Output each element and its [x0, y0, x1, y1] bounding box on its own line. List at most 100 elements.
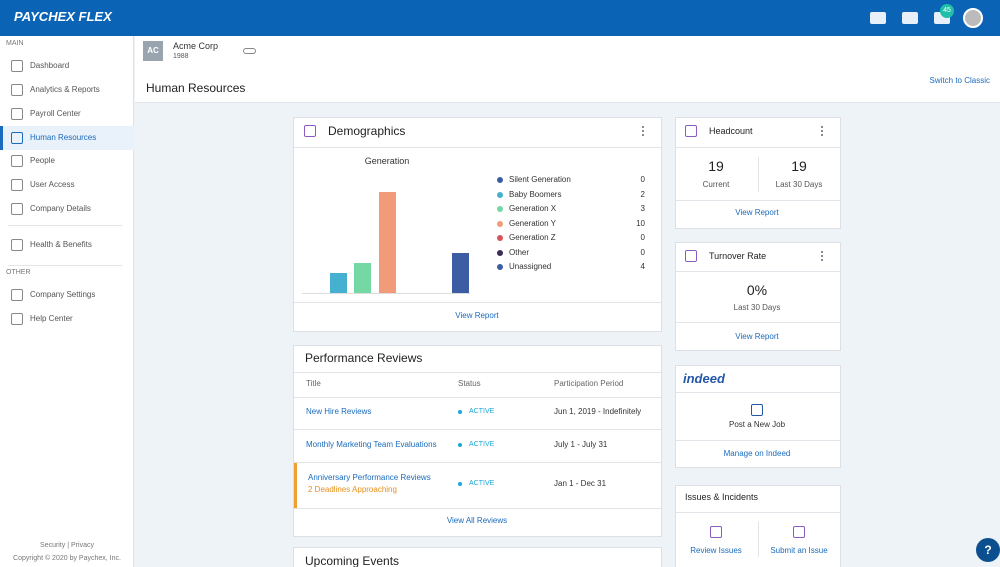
legend-dot — [497, 264, 503, 270]
headcount-value: 19 — [791, 158, 807, 174]
divider — [294, 147, 661, 148]
divider — [676, 147, 840, 148]
review-link[interactable]: Monthly Marketing Team Evaluations — [306, 440, 437, 449]
legend-dot — [497, 191, 503, 198]
divider — [676, 200, 840, 201]
icon — [11, 239, 23, 251]
bar — [354, 262, 372, 293]
issue-action[interactable]: Review Issues — [690, 546, 742, 555]
nav-item[interactable]: Dashboard — [30, 61, 70, 70]
view-report-link[interactable]: View Report — [735, 332, 779, 341]
legend-label: Generation X — [509, 204, 557, 213]
sidebar — [0, 36, 134, 567]
legend-value: 0 — [640, 233, 645, 242]
copyright: Copyright © 2020 by Paychex, Inc. — [13, 555, 121, 562]
headcount-label: Current — [702, 180, 730, 189]
divider — [294, 302, 661, 303]
avatar[interactable] — [963, 8, 983, 28]
status: ACTIVE — [469, 408, 495, 415]
footer-link[interactable]: Security | Privacy — [40, 542, 94, 549]
status-dot — [458, 443, 462, 447]
divider — [8, 265, 122, 266]
bar — [329, 272, 347, 293]
nav-item[interactable]: Help Center — [30, 314, 73, 323]
nav-item[interactable]: People — [30, 156, 55, 165]
menu-dot[interactable] — [821, 255, 823, 257]
company-id: 1988 — [173, 53, 189, 60]
divider — [676, 440, 840, 441]
icon — [11, 313, 23, 325]
column-header: Title — [306, 379, 321, 388]
switch-link[interactable]: Switch to Classic — [929, 76, 990, 85]
bar — [451, 252, 469, 293]
nav-item[interactable]: Payroll Center — [30, 109, 81, 118]
divider — [294, 372, 661, 373]
card-title: Issues & Incidents — [685, 492, 759, 502]
menu-dot[interactable] — [821, 126, 823, 128]
menu-dot[interactable] — [821, 251, 823, 253]
menu-dot[interactable] — [642, 134, 644, 136]
icon — [11, 289, 23, 301]
legend-value: 10 — [636, 218, 645, 228]
card — [675, 242, 841, 351]
review-link[interactable]: Anniversary Performance Reviews — [308, 473, 431, 482]
legend-dot — [497, 220, 503, 227]
post-job[interactable]: Post a New Job — [728, 420, 786, 429]
header-icon[interactable] — [870, 12, 886, 24]
card — [675, 365, 841, 468]
nav-item[interactable]: Health & Benefits — [30, 240, 92, 249]
header-icon[interactable] — [902, 12, 918, 24]
nav-item[interactable]: Company Details — [30, 204, 91, 213]
menu-dot[interactable] — [642, 130, 644, 132]
status-dot — [458, 410, 462, 414]
badge: 45 — [940, 4, 954, 18]
company-avatar: AC — [143, 41, 163, 61]
link-icon[interactable] — [243, 48, 256, 54]
icon — [11, 108, 23, 120]
menu-dot[interactable] — [821, 130, 823, 132]
divider — [294, 508, 661, 509]
nav-item[interactable]: Human Resources — [30, 133, 97, 142]
section-label: OTHER — [6, 269, 31, 276]
card-title: Performance Reviews — [305, 351, 423, 365]
menu-dot[interactable] — [642, 126, 644, 128]
menu-dot[interactable] — [821, 259, 823, 261]
headcount-label: Last 30 Days — [775, 180, 823, 189]
view-report-link[interactable]: View Report — [735, 208, 779, 217]
icon — [304, 125, 316, 137]
issue-action[interactable]: Submit an Issue — [770, 546, 828, 555]
manage-link[interactable]: Manage on Indeed — [723, 449, 791, 458]
icon — [11, 84, 23, 96]
column-header: Status — [458, 379, 481, 388]
legend-label: Generation Y — [509, 218, 556, 228]
legend-value: 4 — [640, 262, 645, 271]
divider — [676, 271, 840, 272]
icon — [11, 179, 23, 191]
legend-label: Unassigned — [509, 262, 552, 271]
divider — [676, 322, 840, 323]
period: Jan 1 - Dec 31 — [554, 479, 607, 488]
card — [293, 547, 662, 567]
period: Jun 1, 2019 - Indefinitely — [554, 407, 642, 416]
nav-item[interactable]: Company Settings — [30, 290, 96, 299]
headcount-value: 19 — [708, 158, 724, 174]
icon — [11, 132, 23, 144]
view-report-link[interactable]: View Report — [455, 311, 499, 320]
view-all-link[interactable]: View All Reviews — [446, 516, 508, 525]
legend-dot — [497, 249, 503, 256]
nav-item[interactable]: User Access — [30, 180, 75, 189]
icon — [11, 60, 23, 72]
legend-dot — [497, 235, 503, 241]
help-button[interactable]: ? — [976, 538, 1000, 562]
card-title: Headcount — [709, 126, 753, 136]
legend-value: 0 — [640, 247, 645, 257]
card-title: Demographics — [328, 124, 406, 138]
turnover-value: 0% — [746, 282, 768, 298]
divider — [676, 392, 840, 393]
divider — [758, 522, 759, 557]
icon — [685, 250, 697, 262]
logo: PAYCHEX FLEX — [14, 9, 112, 24]
menu-dot[interactable] — [821, 134, 823, 136]
nav-item[interactable]: Analytics & Reports — [30, 85, 100, 94]
review-link[interactable]: New Hire Reviews — [306, 407, 372, 416]
